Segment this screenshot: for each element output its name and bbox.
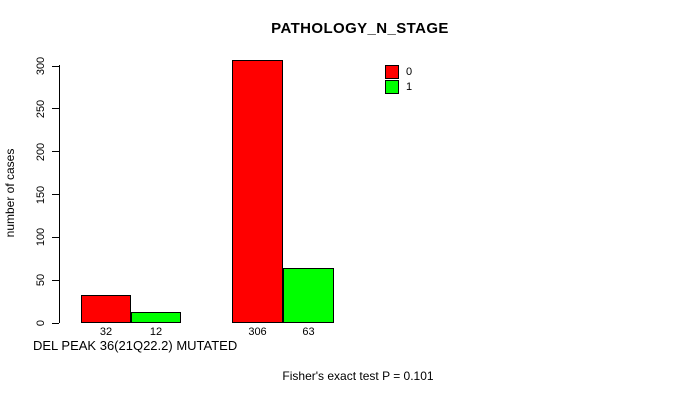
legend-item-1: 1	[385, 79, 412, 94]
y-tick	[52, 108, 59, 110]
bar-series1-group1	[131, 312, 181, 323]
y-tick-label: 150	[35, 185, 47, 204]
y-tick	[52, 151, 59, 153]
bar-series1-group2	[283, 268, 334, 323]
y-tick-label: 100	[35, 228, 47, 247]
x-axis-caption: DEL PEAK 36(21Q22.2) MUTATED	[33, 338, 238, 353]
y-tick	[52, 279, 59, 281]
y-tick-label: 50	[35, 274, 47, 287]
y-tick	[52, 322, 59, 324]
y-axis-label: number of cases	[3, 148, 17, 238]
fisher-test-annotation: Fisher's exact test P = 0.101	[282, 369, 434, 383]
bar-value-label: 63	[302, 326, 315, 338]
chart-title: PATHOLOGY_N_STAGE	[271, 20, 449, 37]
bar-value-label: 32	[99, 326, 113, 338]
y-tick-label: 0	[35, 319, 47, 327]
y-tick-label: 300	[35, 56, 47, 76]
legend-item-0: 0	[385, 64, 412, 79]
legend: 0 1	[385, 64, 412, 94]
legend-swatch-red-icon	[385, 64, 399, 79]
legend-swatch-green-icon	[385, 79, 399, 94]
y-axis-line	[59, 65, 60, 323]
bar-value-label: 306	[248, 326, 267, 338]
bar-value-label: 12	[149, 326, 163, 338]
legend-label-1: 1	[406, 80, 413, 93]
bar-series0-group2	[232, 60, 283, 323]
bar-series0-group1	[81, 295, 131, 323]
y-tick	[52, 236, 59, 238]
y-tick-label: 200	[35, 142, 47, 161]
y-tick	[52, 65, 59, 67]
y-tick-label: 250	[35, 99, 47, 119]
y-tick	[52, 194, 59, 195]
legend-label-0: 0	[406, 65, 413, 78]
